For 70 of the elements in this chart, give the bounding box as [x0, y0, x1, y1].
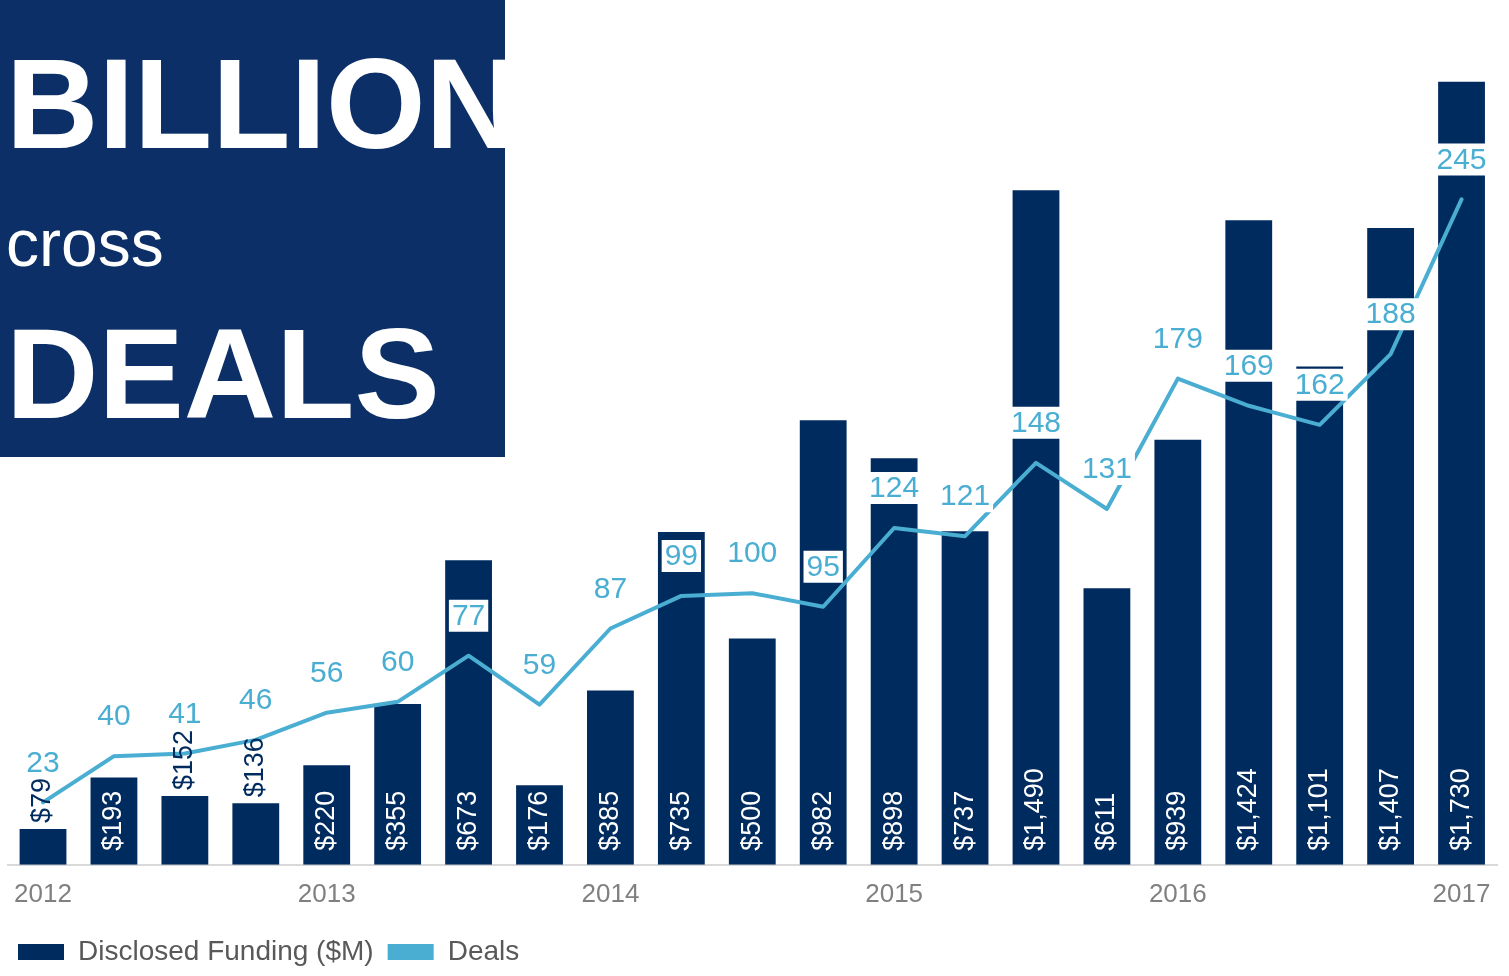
data-label: $735: [664, 790, 695, 851]
data-label: $220: [310, 790, 341, 851]
x-tick-label: 2012: [14, 877, 72, 908]
legend-label: Deals: [447, 934, 520, 966]
data-label: 46: [239, 682, 273, 716]
annotation: BILLION: [6, 31, 518, 177]
data-label: $939: [1161, 790, 1192, 851]
data-label: 148: [1010, 405, 1062, 439]
bar: [1438, 81, 1485, 865]
data-label: 95: [806, 549, 840, 583]
data-label: $193: [97, 790, 128, 851]
bar: [1367, 227, 1415, 865]
bar: [161, 796, 209, 865]
data-label: 77: [451, 597, 486, 631]
data-label: 40: [97, 698, 131, 732]
bar: [1296, 366, 1344, 865]
data-label: $898: [877, 790, 908, 851]
data-label: $500: [735, 790, 766, 851]
bar: [1154, 439, 1202, 865]
bar: [1225, 220, 1273, 865]
data-label: 23: [26, 744, 60, 778]
bar: [587, 690, 634, 865]
data-label: $1,101: [1303, 768, 1334, 851]
x-tick-label: 2014: [581, 877, 640, 908]
data-label: 100: [727, 535, 778, 569]
data-label: 60: [380, 644, 415, 678]
bar: [374, 704, 422, 865]
bar: [232, 803, 280, 865]
data-label: 162: [1294, 367, 1345, 401]
data-label: 188: [1365, 296, 1416, 330]
x-tick-label: 2013: [297, 877, 356, 908]
data-label: $737: [948, 790, 979, 851]
bar: [657, 532, 705, 865]
data-label: 124: [869, 470, 920, 504]
bar: [1083, 588, 1131, 865]
bar: [445, 560, 492, 865]
data-label: $1,407: [1374, 768, 1405, 851]
x-tick-label: 2016: [1148, 877, 1207, 908]
data-label: $355: [381, 790, 412, 851]
bar: [799, 420, 847, 865]
data-label: 245: [1436, 141, 1487, 175]
data-label: $611: [1090, 792, 1121, 851]
data-label: 59: [522, 646, 557, 680]
data-label: $385: [593, 790, 624, 851]
data-label: $1,490: [1019, 768, 1050, 851]
data-label: $982: [806, 790, 837, 851]
data-label: 169: [1223, 348, 1274, 382]
x-tick-label: 2017: [1432, 877, 1491, 908]
data-label: $152: [168, 729, 199, 790]
data-label: 121: [940, 478, 991, 512]
bar: [1012, 190, 1060, 865]
data-label: $79: [26, 777, 57, 824]
data-label: $136: [239, 737, 270, 798]
annotation: cross: [6, 205, 164, 281]
legend-label: Disclosed Funding ($M): [78, 934, 374, 966]
data-label: 99: [664, 538, 699, 572]
data-label: $176: [522, 790, 553, 851]
bar: [728, 638, 776, 865]
data-label: $673: [452, 790, 483, 851]
data-label: $1,424: [1232, 768, 1263, 851]
data-label: 87: [593, 570, 628, 604]
data-label: 41: [168, 695, 202, 729]
data-label: 131: [1081, 451, 1132, 485]
data-label: 56: [310, 654, 344, 688]
bar: [941, 531, 989, 865]
data-label: $1,730: [1444, 768, 1475, 851]
x-tick-label: 2015: [865, 877, 924, 908]
data-label: 179: [1152, 320, 1203, 354]
bar: [19, 829, 67, 865]
annotation: DEALS: [6, 301, 440, 447]
